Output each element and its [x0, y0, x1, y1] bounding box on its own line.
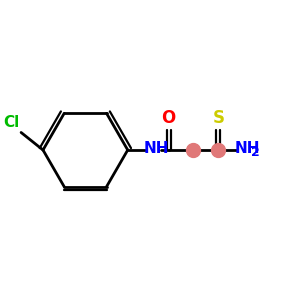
Text: Cl: Cl — [3, 115, 20, 130]
Text: 2: 2 — [251, 146, 260, 159]
Text: S: S — [212, 109, 224, 127]
Text: O: O — [161, 109, 176, 127]
Text: NH: NH — [144, 141, 169, 156]
Text: NH: NH — [234, 141, 260, 156]
